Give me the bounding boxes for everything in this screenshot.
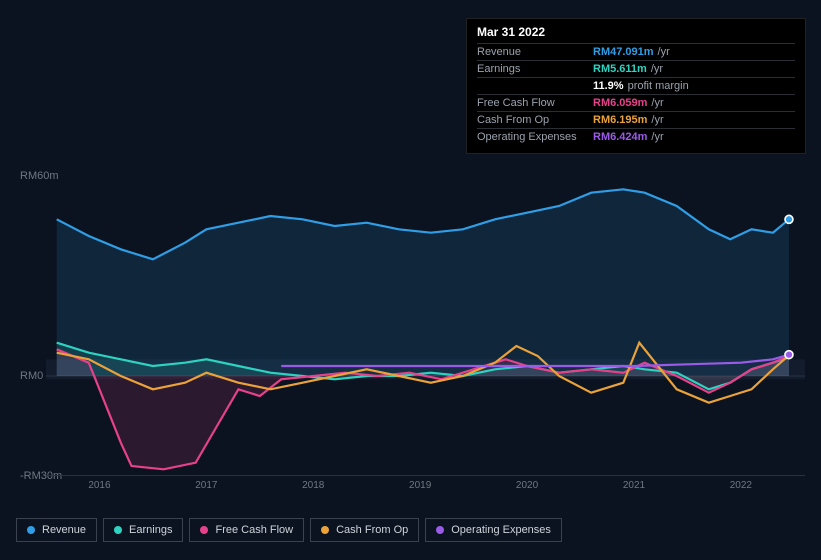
- tooltip-label: Earnings: [477, 63, 593, 75]
- tooltip-row: RevenueRM47.091m/yr: [477, 43, 795, 60]
- tooltip-value: 11.9%: [593, 80, 624, 92]
- legend-item-cash-from-op[interactable]: Cash From Op: [310, 518, 419, 542]
- tooltip-label: Free Cash Flow: [477, 97, 593, 109]
- tooltip-label: Cash From Op: [477, 114, 593, 126]
- chart-plot[interactable]: [46, 176, 805, 476]
- tooltip-value: RM6.059m: [593, 97, 647, 109]
- legend-label: Cash From Op: [336, 524, 408, 536]
- tooltip-date: Mar 31 2022: [477, 25, 795, 43]
- tooltip-suffix: /yr: [651, 97, 663, 109]
- x-axis-label: 2021: [623, 480, 645, 491]
- tooltip-value: RM5.611m: [593, 63, 647, 75]
- x-axis-label: 2022: [730, 480, 752, 491]
- chart-container: RM60mRM0-RM30m 2016201720182019202020212…: [16, 160, 805, 520]
- legend-dot-icon: [200, 526, 208, 534]
- legend-label: Free Cash Flow: [215, 524, 293, 536]
- x-axis-label: 2016: [88, 480, 110, 491]
- tooltip-suffix: /yr: [651, 63, 663, 75]
- legend-item-earnings[interactable]: Earnings: [103, 518, 183, 542]
- series-end-marker: [785, 215, 793, 223]
- tooltip-value: RM6.195m: [593, 114, 647, 126]
- tooltip-label: Revenue: [477, 46, 593, 58]
- tooltip-value: RM47.091m: [593, 46, 654, 58]
- legend-dot-icon: [27, 526, 35, 534]
- y-axis-label: RM0: [20, 370, 43, 382]
- chart-xaxis: 2016 2017 2018 2019 2020 2021 2022: [46, 480, 805, 498]
- tooltip-suffix: profit margin: [628, 80, 689, 92]
- chart-tooltip: Mar 31 2022 RevenueRM47.091m/yrEarningsR…: [466, 18, 806, 154]
- area-revenue: [57, 189, 789, 376]
- legend-label: Operating Expenses: [451, 524, 551, 536]
- legend-item-operating-expenses[interactable]: Operating Expenses: [425, 518, 562, 542]
- legend-dot-icon: [321, 526, 329, 534]
- x-axis-label: 2019: [409, 480, 431, 491]
- tooltip-row: Free Cash FlowRM6.059m/yr: [477, 94, 795, 111]
- tooltip-row: Cash From OpRM6.195m/yr: [477, 111, 795, 128]
- tooltip-row: Operating ExpensesRM6.424m/yr: [477, 128, 795, 145]
- tooltip-label: Operating Expenses: [477, 131, 593, 143]
- tooltip-suffix: /yr: [651, 114, 663, 126]
- tooltip-suffix: /yr: [658, 46, 670, 58]
- chart-legend: Revenue Earnings Free Cash Flow Cash From O…: [16, 518, 562, 542]
- tooltip-row: EarningsRM5.611m/yr: [477, 60, 795, 77]
- tooltip-suffix: /yr: [651, 131, 663, 143]
- legend-dot-icon: [114, 526, 122, 534]
- legend-item-revenue[interactable]: Revenue: [16, 518, 97, 542]
- legend-item-free-cash-flow[interactable]: Free Cash Flow: [189, 518, 304, 542]
- tooltip-label: [477, 80, 593, 92]
- chart-svg: [46, 176, 805, 476]
- x-axis-label: 2018: [302, 480, 324, 491]
- tooltip-value: RM6.424m: [593, 131, 647, 143]
- legend-dot-icon: [436, 526, 444, 534]
- x-axis-label: 2017: [195, 480, 217, 491]
- tooltip-row: 11.9% profit margin: [477, 77, 795, 94]
- series-end-marker: [785, 351, 793, 359]
- legend-label: Revenue: [42, 524, 86, 536]
- x-axis-label: 2020: [516, 480, 538, 491]
- legend-label: Earnings: [129, 524, 172, 536]
